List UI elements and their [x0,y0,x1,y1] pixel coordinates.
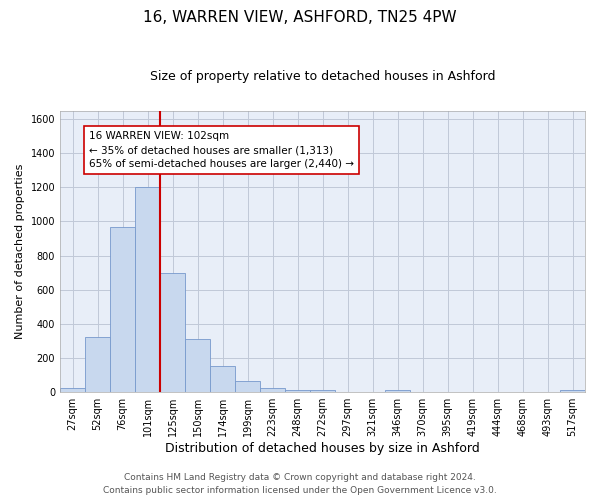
Bar [385,390,410,392]
Title: Size of property relative to detached houses in Ashford: Size of property relative to detached ho… [150,70,495,83]
Bar [135,188,160,392]
Bar [285,390,310,392]
Bar [60,388,85,392]
Bar [160,272,185,392]
Y-axis label: Number of detached properties: Number of detached properties [15,164,25,339]
Text: Contains HM Land Registry data © Crown copyright and database right 2024.
Contai: Contains HM Land Registry data © Crown c… [103,473,497,495]
Bar [110,226,135,392]
Bar [235,381,260,392]
Bar [260,388,285,392]
Bar [185,339,210,392]
Bar [560,390,585,392]
Text: 16, WARREN VIEW, ASHFORD, TN25 4PW: 16, WARREN VIEW, ASHFORD, TN25 4PW [143,10,457,25]
Bar [310,390,335,392]
Bar [85,338,110,392]
X-axis label: Distribution of detached houses by size in Ashford: Distribution of detached houses by size … [165,442,480,455]
Bar [210,366,235,392]
Text: 16 WARREN VIEW: 102sqm
← 35% of detached houses are smaller (1,313)
65% of semi-: 16 WARREN VIEW: 102sqm ← 35% of detached… [89,131,354,169]
